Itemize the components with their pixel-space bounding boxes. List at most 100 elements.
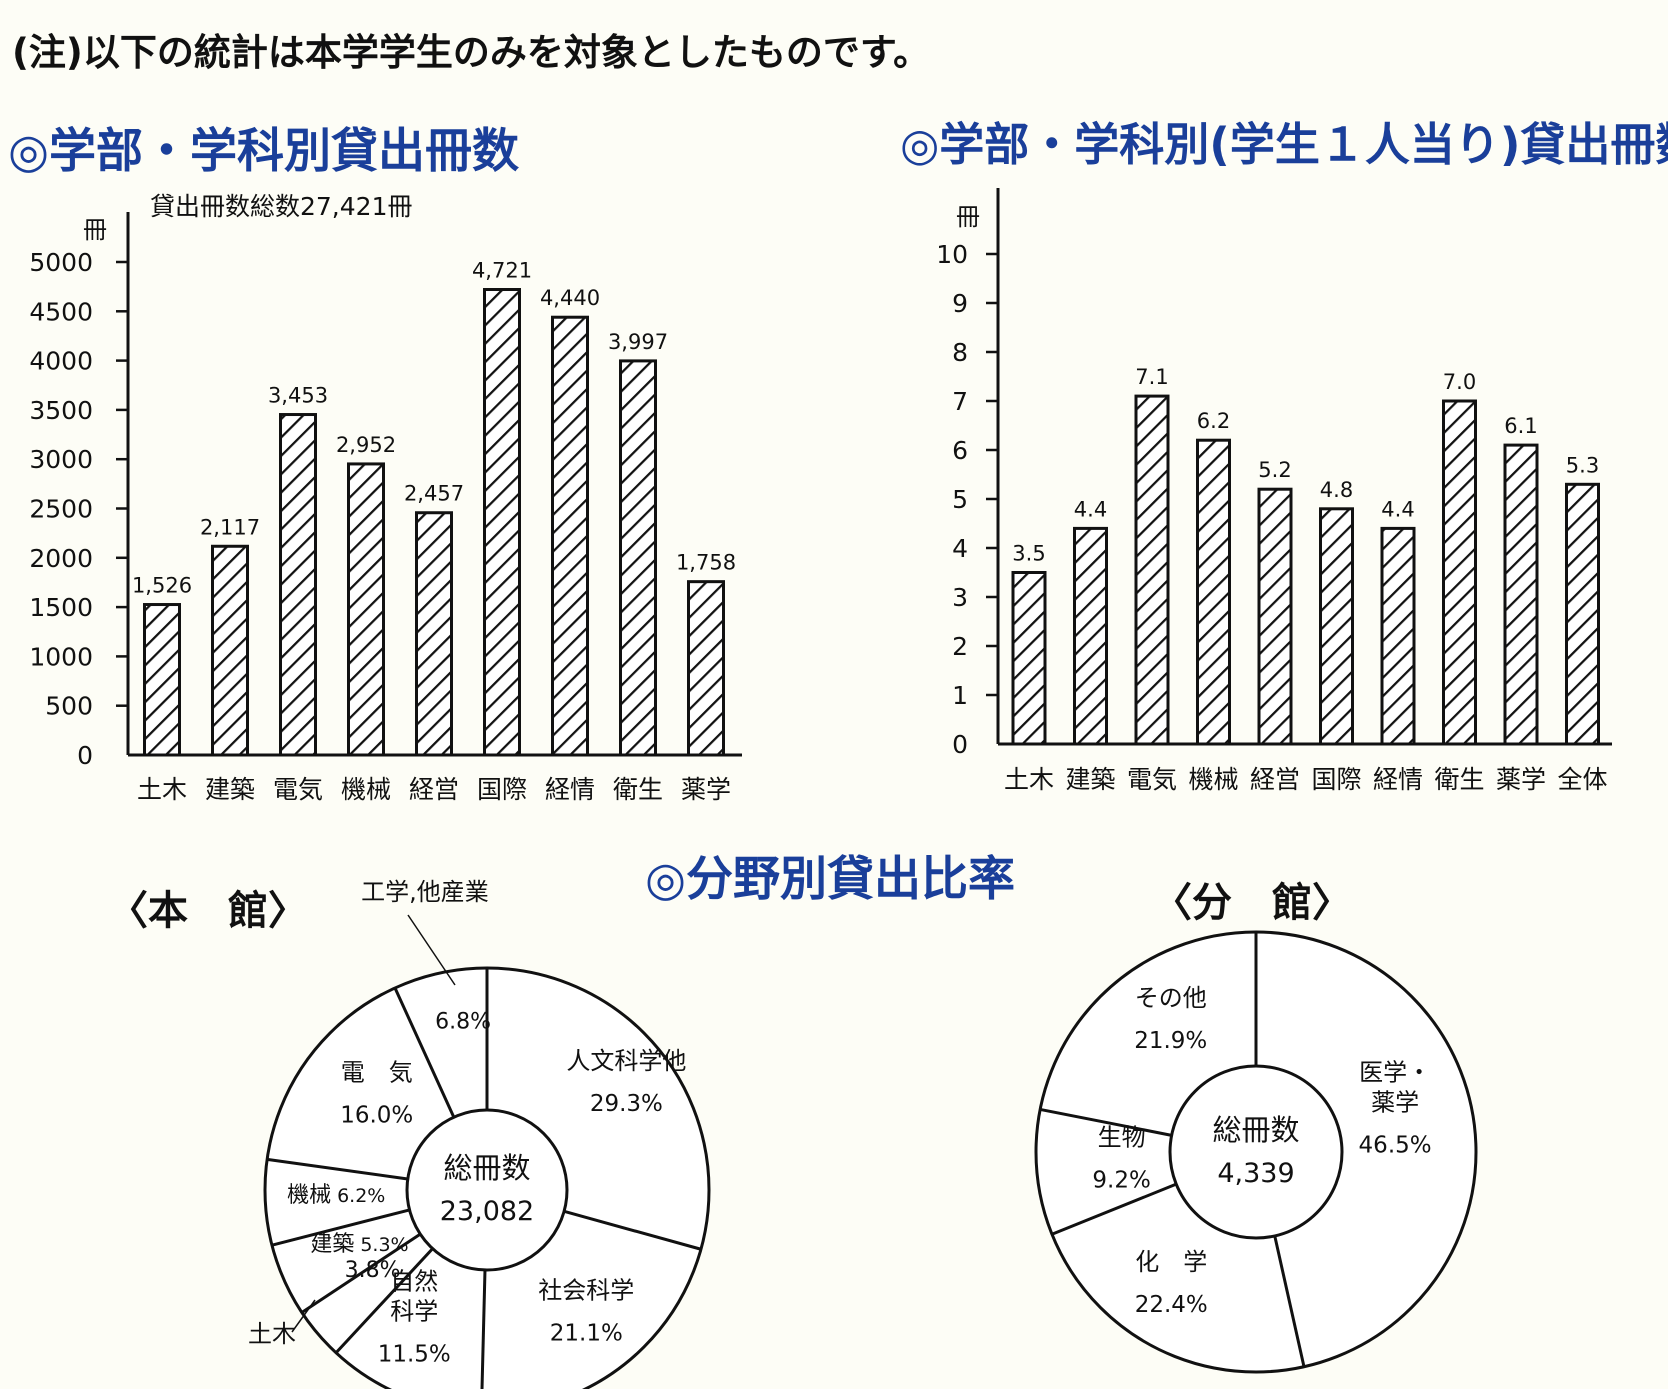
total-loans-annotation: 貸出冊数総数27,421冊 [150, 192, 412, 221]
slice-divider [393, 987, 456, 1118]
y-tick-label: 500 [45, 692, 93, 721]
bar-value-label: 3,453 [268, 384, 328, 408]
slice-value-label: 3.8% [345, 1258, 401, 1283]
donut-slices [266, 968, 702, 1389]
y-tick-label: 3500 [29, 396, 93, 425]
slice-label: 人文科学他 [566, 1047, 686, 1075]
slice-label: 科学 [390, 1298, 438, 1326]
leader-line [291, 1299, 316, 1333]
y-tick-label: 5 [952, 485, 968, 514]
bar-value-label: 4.8 [1320, 478, 1353, 502]
y-axis-unit-label: 冊 [956, 203, 980, 231]
x-tick-label: 薬学 [1496, 765, 1546, 794]
donut-hole [405, 1108, 569, 1272]
x-tick-label: 土木 [1004, 765, 1054, 794]
y-tick-label: 1000 [29, 642, 93, 671]
x-tick-label: 経情 [545, 775, 595, 804]
y-tick-label: 5000 [29, 248, 93, 277]
x-tick-label: 経情 [1373, 765, 1423, 794]
x-tick-label: 電気 [1127, 765, 1177, 794]
bar-value-label: 2,117 [200, 515, 260, 539]
slice-divider [334, 1247, 434, 1354]
x-tick-label: 土木 [137, 775, 187, 804]
y-tick-label: 4 [952, 534, 968, 563]
y-tick-label: 3000 [29, 445, 93, 474]
x-tick-label: 機械 [1188, 765, 1238, 794]
slice-divider [563, 1209, 702, 1251]
slice-name: 建築 [310, 1232, 354, 1257]
pie-section-title: ◎分野別貸出比率 [645, 852, 1016, 907]
x-tick-label: 建築 [1065, 765, 1115, 794]
slice-label: 機械 6.2% [287, 1183, 385, 1208]
slice-value-label: 29.3% [590, 1091, 663, 1117]
bar [211, 544, 249, 757]
y-tick-label: 8 [952, 338, 968, 367]
bar-chart-loans-by-department: 0 500 1000 1500 2000 2500 3000 3500 4000 4500 5000… [29, 192, 742, 804]
slice-value-label: 6.8% [435, 1010, 491, 1035]
slice-value-label: 21.1% [550, 1321, 623, 1347]
bar-value-label: 5.2 [1258, 458, 1291, 482]
slice-label: 医学・ [1359, 1059, 1431, 1087]
x-tick-label: 衛生 [1434, 765, 1484, 794]
x-tick-label: 経営 [409, 775, 459, 804]
slice-value: 5.3% [360, 1234, 408, 1256]
bar [483, 288, 521, 757]
x-tick-label: 機械 [341, 775, 391, 804]
branch-library-pie-title: 〈分 館〉 [1152, 880, 1352, 926]
total-label: 総冊数 [443, 1151, 530, 1185]
total-value: 23,082 [440, 1196, 534, 1227]
bar [1134, 394, 1170, 746]
slice-label: 薬学 [1371, 1089, 1419, 1117]
slice-value-label: 16.0% [340, 1102, 413, 1128]
bar [279, 413, 317, 757]
x-tick-label: 建築 [205, 775, 255, 804]
note-text: (注)以下の統計は本学学生のみを対象としたものです。 [12, 31, 931, 74]
leader-line [407, 914, 456, 986]
y-axis-unit-label: 冊 [83, 216, 107, 244]
y-tick-label: 10 [936, 240, 968, 269]
bar [143, 603, 181, 757]
y-tick-label: 3 [952, 583, 968, 612]
slice-divider [1273, 1235, 1306, 1368]
y-tick-label: 0 [77, 741, 93, 770]
slice-divider [301, 1232, 422, 1314]
bar-value-label: 4,721 [472, 259, 532, 283]
x-tick-label: 衛生 [613, 775, 663, 804]
bar [1073, 526, 1108, 746]
y-tick-label: 9 [952, 289, 968, 318]
main-library-pie-title: 〈本 館〉 [108, 888, 308, 934]
slice-label: 土木 [248, 1320, 296, 1348]
x-tick-label: 薬学 [681, 775, 731, 804]
y-tick-label: 1 [952, 681, 968, 710]
slice-value: 6.2% [337, 1185, 385, 1207]
slice-label: 化 学 [1135, 1248, 1207, 1276]
bar [1011, 571, 1047, 746]
bar-value-label: 5.3 [1566, 453, 1599, 477]
y-tick-label: 2500 [29, 495, 93, 524]
slice-divider [266, 1157, 408, 1181]
y-tick-label: 0 [952, 730, 968, 759]
slice-label: 社会科学 [538, 1277, 634, 1305]
bar [1257, 487, 1293, 746]
bar [551, 315, 589, 757]
bar-value-label: 6.1 [1504, 414, 1537, 438]
x-tick-label: 国際 [1311, 765, 1361, 794]
donut-hole [1168, 1064, 1344, 1240]
bar-value-label: 4,440 [540, 286, 600, 310]
total-value: 4,339 [1217, 1158, 1294, 1189]
bar [1319, 507, 1354, 746]
y-tick-label: 2000 [29, 544, 93, 573]
y-tick-label: 4000 [29, 347, 93, 376]
y-tick-label: 2 [952, 632, 968, 661]
x-tick-label: 全体 [1557, 765, 1607, 794]
y-tick-label: 6 [952, 436, 968, 465]
total-label: 総冊数 [1212, 1113, 1299, 1147]
bar-value-label: 3,997 [608, 330, 668, 354]
slice-divider [1051, 1182, 1177, 1236]
slice-label: 建築 5.3% [310, 1232, 408, 1257]
bar-value-label: 7.0 [1443, 370, 1476, 394]
slice-label: その他 [1135, 984, 1207, 1012]
slice-label: 自然 [390, 1268, 438, 1296]
y-tick-label: 4500 [29, 297, 93, 326]
